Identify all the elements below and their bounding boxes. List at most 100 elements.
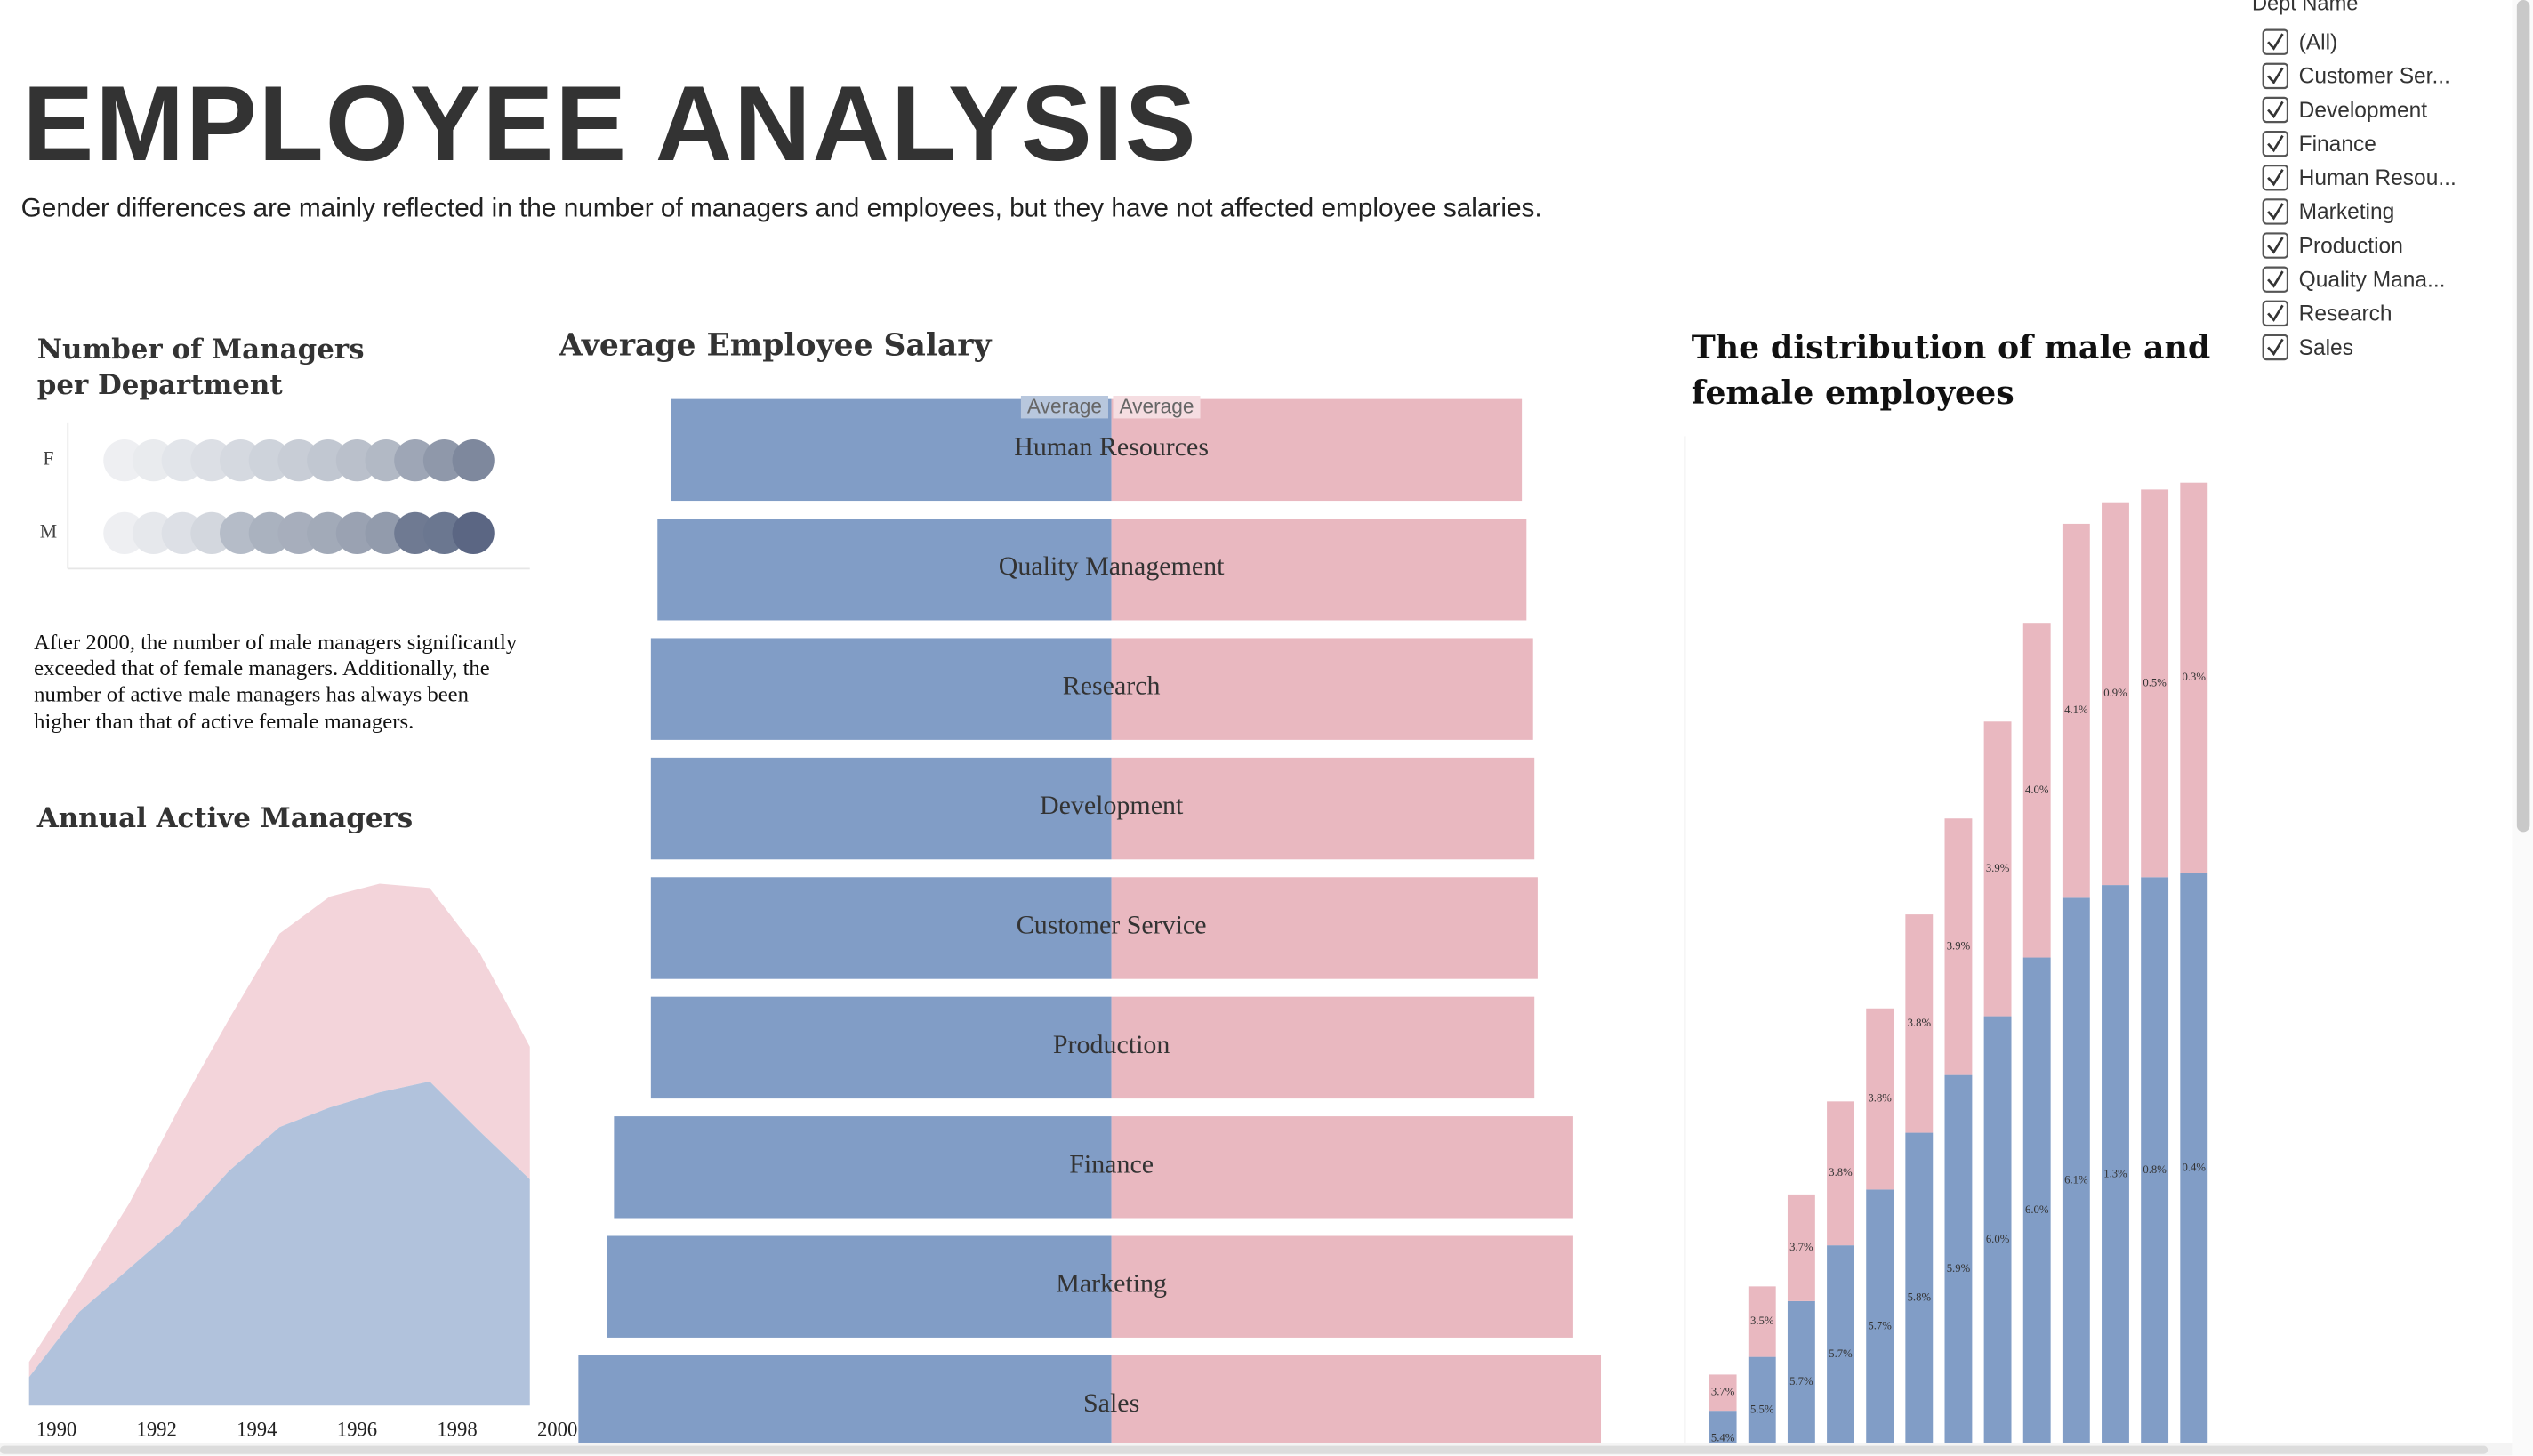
filter-option-label[interactable]: Development	[2299, 99, 2428, 123]
bar-segment	[2141, 489, 2169, 878]
bar-segment	[1944, 818, 1973, 1075]
bar	[607, 1235, 1112, 1338]
data-label: 1.3%	[2103, 1167, 2127, 1179]
filter-option-label[interactable]: Finance	[2299, 133, 2376, 157]
bar-segment	[1827, 1245, 1854, 1456]
note-text: After 2000, the number of male managers …	[34, 630, 518, 733]
filter-option-label[interactable]: Human Resou...	[2299, 166, 2457, 190]
bar-segment	[1983, 721, 2012, 1017]
checkbox[interactable]	[2262, 96, 2289, 124]
checkbox[interactable]	[2262, 28, 2289, 55]
chart-title: Annual Active Managers	[36, 802, 414, 836]
dot	[307, 439, 350, 482]
filter-option[interactable]: Customer Ser...	[2262, 62, 2450, 90]
bar-label: Finance	[1069, 1149, 1154, 1178]
data-label: 3.5%	[1750, 1315, 1774, 1327]
checkbox[interactable]	[2262, 130, 2289, 157]
data-label: 3.8%	[1868, 1092, 1892, 1105]
bar-segment	[1944, 1074, 1973, 1456]
bar-segment	[2102, 502, 2129, 886]
data-label: 0.9%	[2103, 687, 2127, 699]
bar-segment	[1983, 1016, 2012, 1456]
scrollbar-thumb[interactable]	[2516, 0, 2530, 833]
checkmark	[2267, 203, 2284, 221]
bar-segment	[1866, 1189, 1894, 1456]
filter-option[interactable]: Human Resou...	[2262, 165, 2457, 191]
data-label: 5.7%	[1789, 1375, 1813, 1388]
bar	[1111, 757, 1535, 860]
filter-option-label[interactable]: Research	[2299, 302, 2392, 326]
filter-option[interactable]: Development	[2262, 96, 2428, 124]
checkmark	[2267, 101, 2284, 119]
data-label: 0.8%	[2143, 1163, 2167, 1176]
data-label: 3.8%	[1829, 1166, 1853, 1178]
checkbox[interactable]	[2262, 165, 2289, 191]
checkmark	[2267, 270, 2284, 288]
checkbox[interactable]	[2262, 62, 2289, 90]
checkbox[interactable]	[2262, 198, 2289, 225]
checkbox[interactable]	[2262, 300, 2289, 327]
scrollbar-thumb[interactable]	[0, 1445, 2489, 1454]
dot	[335, 439, 379, 482]
bar-segment	[2180, 482, 2208, 873]
filter-option[interactable]: Research	[2262, 300, 2392, 327]
bar	[650, 877, 1112, 979]
data-label: 6.1%	[2064, 1173, 2088, 1186]
filter-option-label[interactable]: Marketing	[2299, 200, 2395, 224]
checkmark	[2267, 237, 2284, 254]
dot	[248, 439, 291, 482]
bar	[650, 996, 1112, 1099]
dot	[365, 511, 407, 555]
checkbox[interactable]	[2262, 266, 2289, 293]
bar-segment	[1748, 1286, 1776, 1357]
data-label: 0.4%	[2183, 1162, 2207, 1174]
data-label: 5.7%	[1829, 1347, 1853, 1360]
data-label: 6.0%	[2025, 1203, 2049, 1216]
bar-segment	[1827, 1101, 1854, 1246]
dot	[161, 439, 204, 482]
dot	[132, 511, 175, 555]
dot	[161, 511, 204, 555]
checkbox[interactable]	[2262, 232, 2289, 259]
dot	[277, 511, 320, 555]
page-title: EMPLOYEE ANALYSIS	[22, 62, 1198, 183]
filter-option-label[interactable]: Customer Ser...	[2299, 65, 2450, 89]
checkmark	[2267, 67, 2284, 84]
filter-option-label[interactable]: (All)	[2299, 31, 2338, 55]
dot	[132, 439, 175, 482]
filter-option[interactable]: Quality Mana...	[2262, 266, 2446, 293]
dot	[220, 439, 262, 482]
data-label: 5.8%	[1908, 1291, 1932, 1303]
filter-option-label[interactable]: Quality Mana...	[2299, 269, 2446, 293]
area	[28, 1081, 530, 1406]
x-tick-label: 1996	[337, 1418, 377, 1440]
filter-option[interactable]: Finance	[2262, 130, 2376, 157]
chart-title: The distribution of male and female empl…	[1691, 327, 2211, 413]
filter-option[interactable]: (All)	[2262, 28, 2338, 55]
checkbox[interactable]	[2262, 334, 2289, 361]
dot	[248, 511, 291, 555]
filter-option-label[interactable]: Sales	[2299, 336, 2353, 360]
data-label: 4.0%	[2025, 784, 2049, 796]
bar	[1111, 877, 1538, 979]
x-tick-label: 1998	[437, 1418, 477, 1440]
bar	[1111, 1235, 1573, 1338]
filter-option[interactable]: Production	[2262, 232, 2403, 259]
filter-option[interactable]: Marketing	[2262, 198, 2395, 225]
data-label: 3.9%	[1986, 862, 2010, 874]
data-label: 6.0%	[1986, 1233, 2010, 1245]
dot	[452, 439, 495, 482]
bar-segment	[2022, 957, 2051, 1456]
filter-option[interactable]: Sales	[2262, 334, 2353, 361]
checkmark	[2267, 169, 2284, 187]
bar-label: Research	[1063, 672, 1161, 701]
data-label: 5.7%	[1868, 1319, 1892, 1331]
bar	[650, 638, 1112, 740]
bar-label: Customer Service	[1017, 910, 1207, 939]
filter-option-label[interactable]: Production	[2299, 234, 2403, 258]
bar-segment	[2062, 897, 2090, 1456]
dot	[103, 439, 146, 482]
data-label: 3.9%	[1947, 939, 1971, 952]
